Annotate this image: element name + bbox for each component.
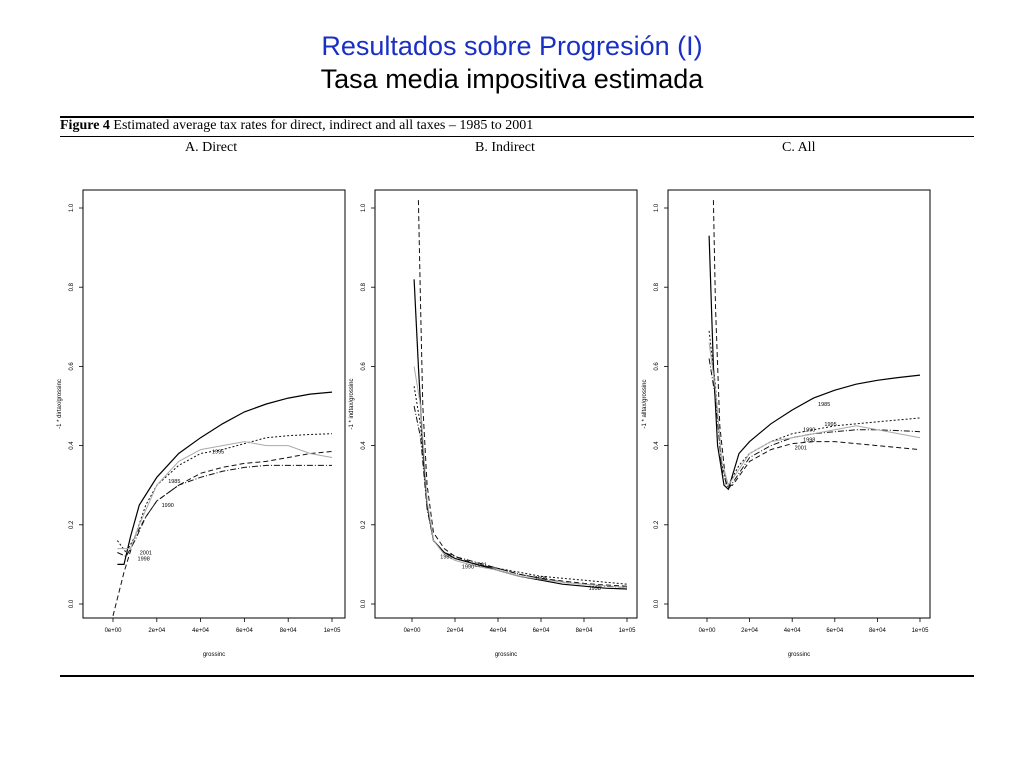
figure-caption-rule bbox=[60, 136, 974, 137]
x-tick-label: 8e+04 bbox=[576, 628, 594, 634]
y-tick-label: 1.0 bbox=[69, 203, 75, 212]
figure-caption-number: Figure 4 bbox=[60, 118, 110, 133]
y-tick-label: 0.4 bbox=[69, 441, 75, 450]
series-line-1995 bbox=[116, 433, 333, 554]
series-line-1998 bbox=[117, 441, 333, 550]
y-axis-label: -1 * dirtax/grossinc bbox=[57, 379, 63, 429]
x-tick-label: 0e+00 bbox=[105, 628, 123, 634]
figure-bottom-rule bbox=[60, 675, 974, 677]
slide-title: Resultados sobre Progresión (I) bbox=[321, 31, 703, 61]
y-tick-label: 0.6 bbox=[654, 362, 660, 371]
plot-frame bbox=[374, 189, 638, 619]
y-tick-label: 0.6 bbox=[69, 362, 75, 371]
y-tick-label: 0.8 bbox=[654, 282, 660, 291]
x-tick-label: 4e+04 bbox=[192, 628, 210, 634]
y-tick-label: 0.8 bbox=[69, 282, 75, 291]
y-tick-label: 0.2 bbox=[361, 520, 367, 529]
y-tick-label: 1.0 bbox=[361, 203, 367, 212]
y-tick-label: 0.4 bbox=[654, 441, 660, 450]
x-axis-label: grossinc bbox=[788, 652, 810, 658]
series-line-1995 bbox=[413, 386, 628, 585]
x-tick-label: 6e+04 bbox=[826, 628, 844, 634]
series-line-1990 bbox=[712, 200, 921, 486]
series-line-1985 bbox=[413, 279, 628, 590]
series-annotation: 2001 bbox=[140, 551, 152, 557]
y-tick-label: 0.0 bbox=[69, 599, 75, 608]
y-tick-label: 0.2 bbox=[654, 520, 660, 529]
y-tick-label: 1.0 bbox=[654, 203, 660, 212]
y-tick-label: 0.2 bbox=[69, 520, 75, 529]
series-line-1985 bbox=[708, 235, 921, 491]
series-line-1985 bbox=[117, 391, 333, 565]
y-tick-label: 0.8 bbox=[361, 282, 367, 291]
x-tick-label: 6e+04 bbox=[533, 628, 551, 634]
series-annotation: 2001 bbox=[795, 446, 807, 452]
series-annotation: 1990 bbox=[803, 428, 815, 434]
x-axis-label: grossinc bbox=[495, 652, 517, 658]
x-tick-label: 2e+04 bbox=[148, 628, 166, 634]
series-line-2001 bbox=[708, 358, 921, 491]
plot-frame bbox=[82, 189, 346, 619]
figure-caption-text: Estimated average tax rates for direct, … bbox=[109, 118, 534, 133]
series-annotation: 1998 bbox=[803, 438, 815, 444]
series-line-1998 bbox=[413, 366, 628, 588]
panel-label-indirect: B. Indirect bbox=[475, 140, 535, 155]
y-tick-label: 0.0 bbox=[361, 599, 367, 608]
series-annotation: 1990 bbox=[462, 564, 474, 570]
x-tick-label: 2e+04 bbox=[741, 628, 759, 634]
series-annotation: 1985 bbox=[440, 554, 452, 560]
series-annotation: 1985 bbox=[168, 479, 180, 485]
series-annotation: 1995 bbox=[212, 450, 224, 456]
series-annotation: 1998 bbox=[589, 586, 601, 592]
x-tick-label: 6e+04 bbox=[236, 628, 254, 634]
series-line-1998 bbox=[708, 342, 921, 487]
slide-subtitle: Tasa media impositiva estimada bbox=[320, 64, 704, 94]
y-tick-label: 0.6 bbox=[361, 362, 367, 371]
y-tick-label: 0.0 bbox=[654, 599, 660, 608]
series-annotation: 1990 bbox=[162, 503, 174, 509]
y-axis-label: -1 * alltax/grossinc bbox=[642, 379, 648, 428]
x-axis-label: grossinc bbox=[203, 652, 225, 658]
x-tick-label: 4e+04 bbox=[490, 628, 508, 634]
panel-label-all: C. All bbox=[782, 140, 816, 155]
series-annotation: 1985 bbox=[818, 402, 830, 408]
x-tick-label: 8e+04 bbox=[869, 628, 887, 634]
figure-top-rule bbox=[60, 116, 974, 118]
x-tick-label: 4e+04 bbox=[784, 628, 802, 634]
series-annotation: 1995 bbox=[535, 576, 547, 582]
x-tick-label: 1e+05 bbox=[912, 628, 930, 634]
x-tick-label: 8e+04 bbox=[280, 628, 298, 634]
x-tick-label: 1e+05 bbox=[324, 628, 342, 634]
x-tick-label: 1e+05 bbox=[619, 628, 637, 634]
x-tick-label: 0e+00 bbox=[699, 628, 717, 634]
series-line-2001 bbox=[117, 464, 332, 558]
series-line-1995 bbox=[708, 330, 921, 487]
x-tick-label: 0e+00 bbox=[404, 628, 422, 634]
series-annotation: 2001 bbox=[475, 562, 487, 568]
panel-label-direct: A. Direct bbox=[185, 140, 238, 155]
y-axis-label: -1 * indtax/grossinc bbox=[349, 378, 355, 429]
series-annotation: 1998 bbox=[138, 556, 150, 562]
series-line-1990 bbox=[112, 451, 333, 617]
x-tick-label: 2e+04 bbox=[447, 628, 465, 634]
series-line-1990 bbox=[417, 200, 628, 587]
series-annotation: 1995 bbox=[824, 422, 836, 428]
figure-caption: Figure 4 Estimated average tax rates for… bbox=[60, 118, 533, 134]
plot-frame bbox=[667, 189, 931, 619]
y-tick-label: 0.4 bbox=[361, 441, 367, 450]
